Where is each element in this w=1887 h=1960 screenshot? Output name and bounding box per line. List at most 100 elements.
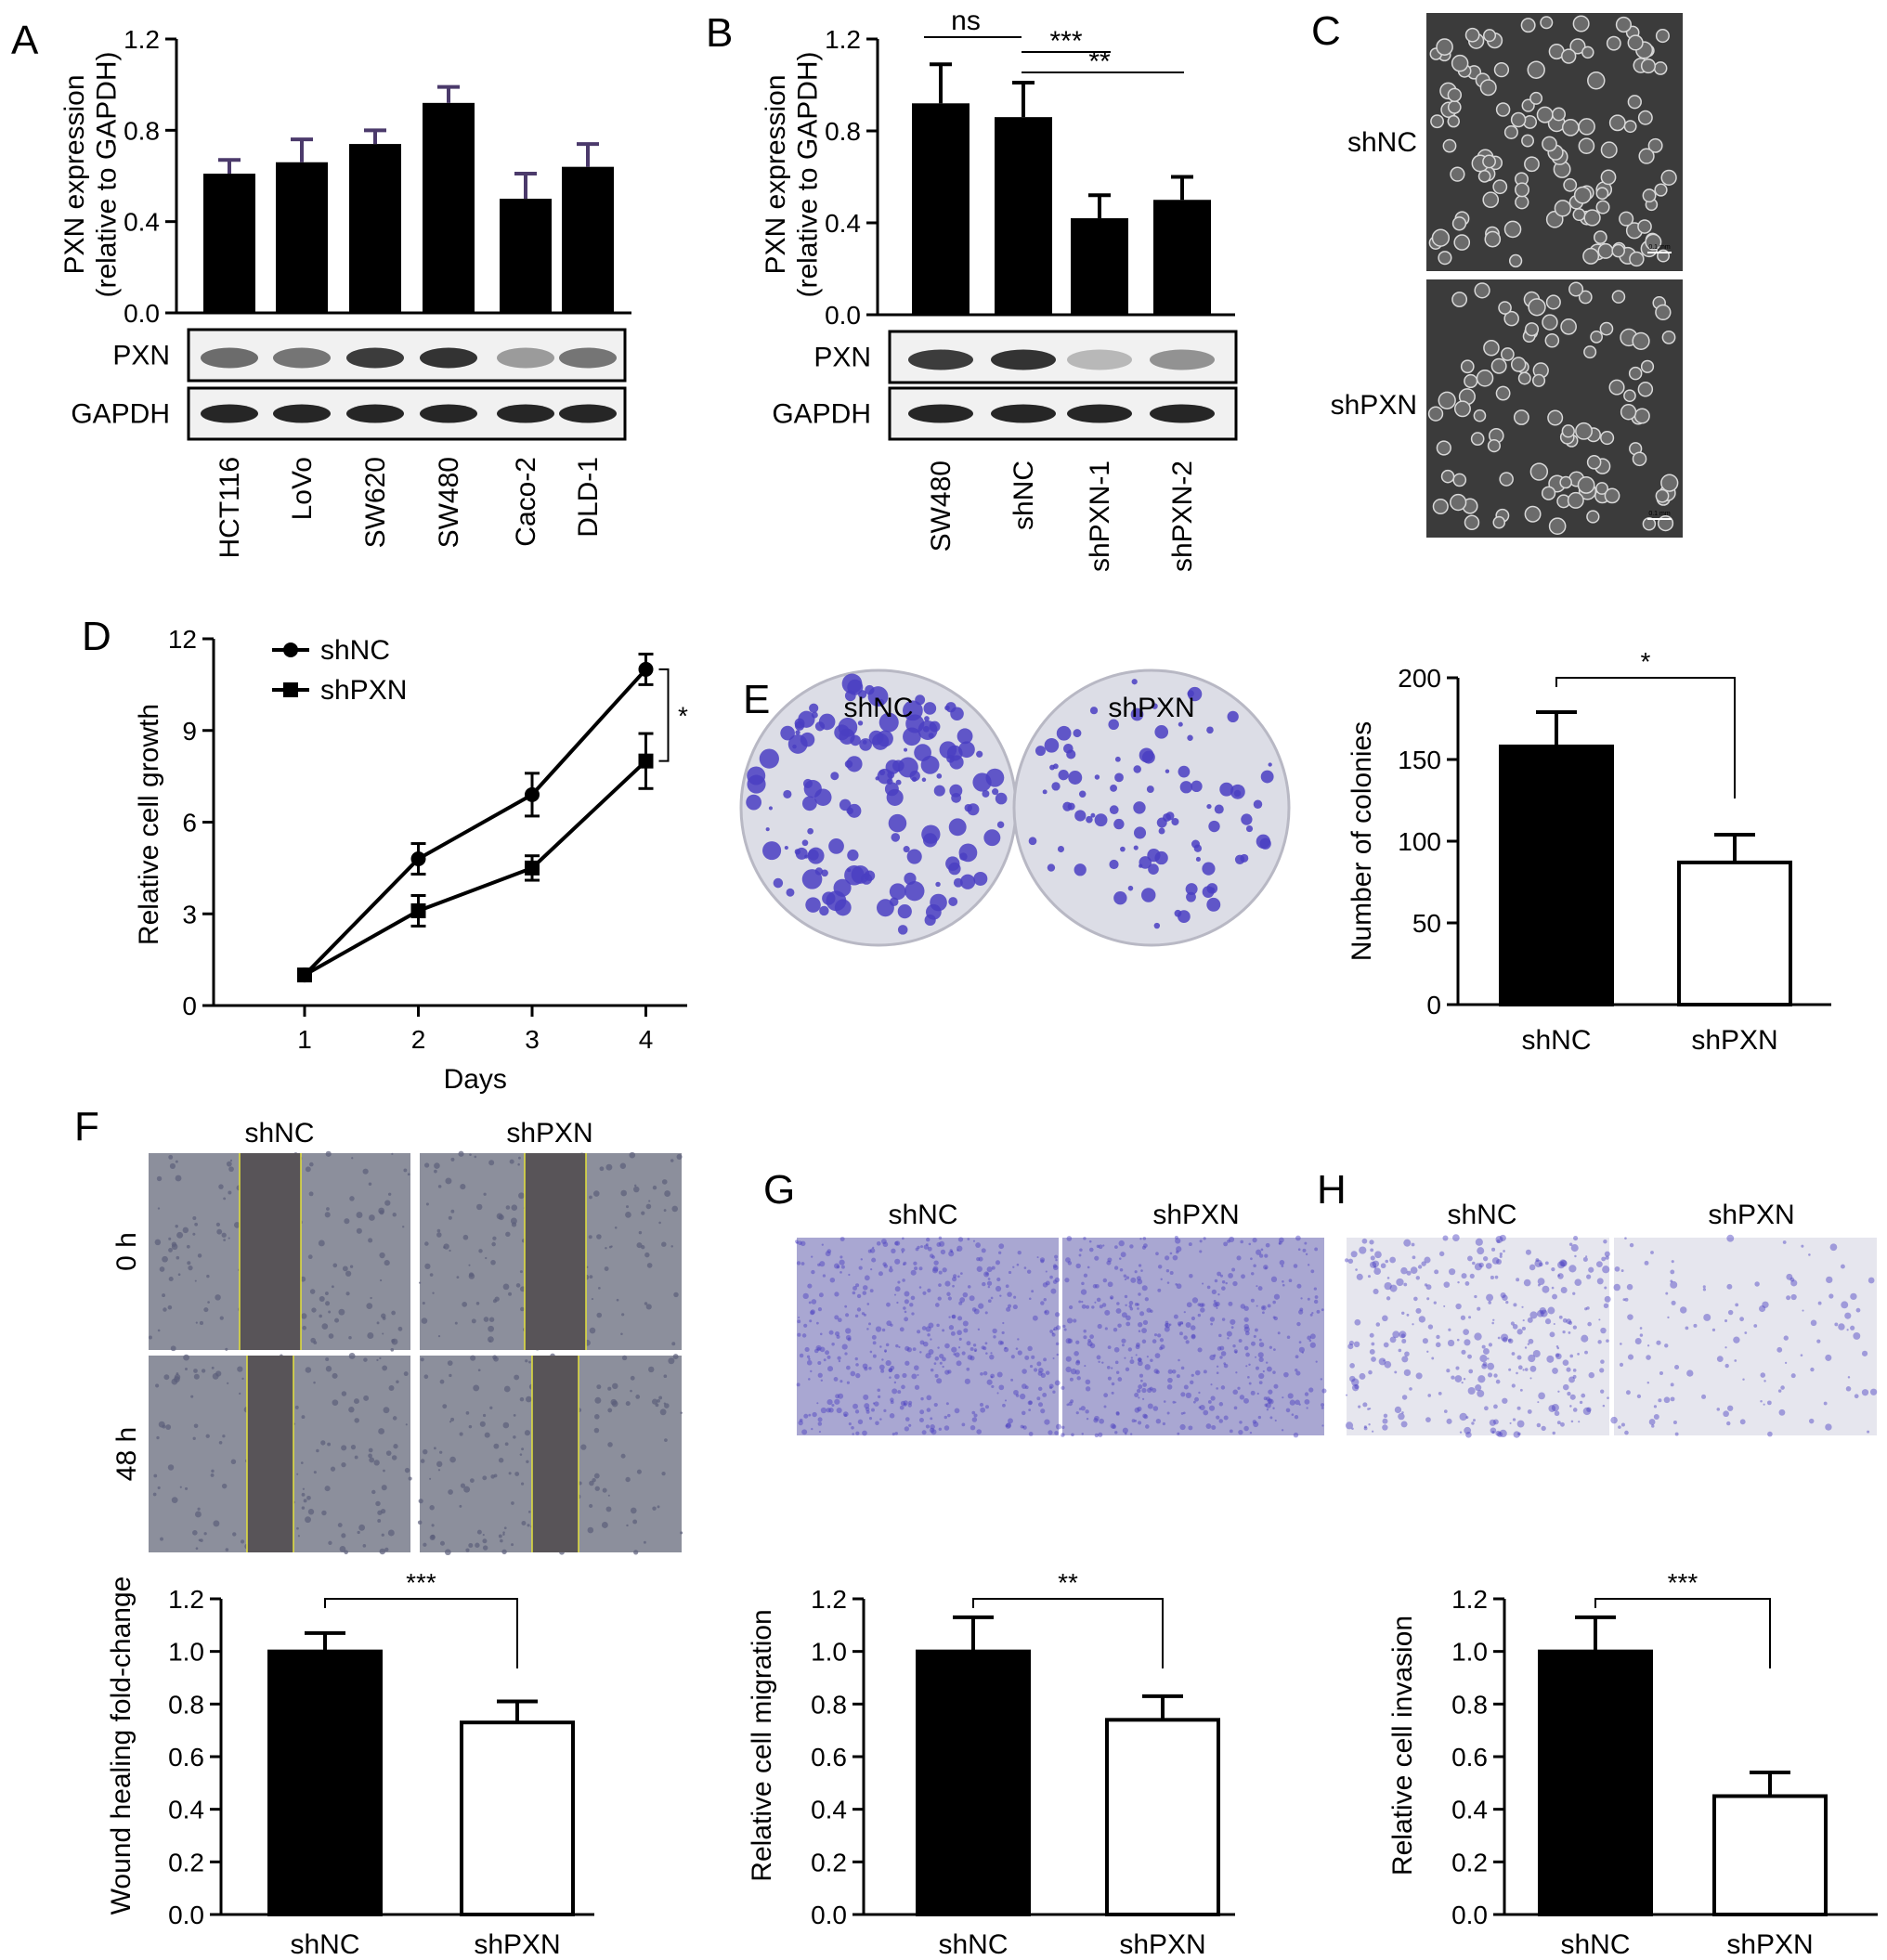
cell-dot bbox=[1406, 1313, 1410, 1317]
cell-dot bbox=[1373, 1267, 1382, 1276]
panel-letter-C: C bbox=[1311, 8, 1341, 54]
y-axis-label: PXN expression(relative to GAPDH) bbox=[59, 51, 123, 297]
cell-dot bbox=[819, 1346, 826, 1353]
cell-dot bbox=[439, 1379, 445, 1384]
cell-dot bbox=[524, 1430, 531, 1436]
cell-dot bbox=[1401, 1338, 1407, 1343]
cell-dot bbox=[1560, 1421, 1565, 1427]
cell-dot bbox=[951, 1346, 957, 1353]
y-tick-label: 150 bbox=[1398, 746, 1441, 774]
cell-dot bbox=[1002, 1403, 1006, 1408]
blot-row-label: GAPDH bbox=[772, 399, 871, 430]
cell-dot bbox=[334, 1317, 340, 1323]
panel-letter-G: G bbox=[763, 1167, 795, 1213]
cell-dot bbox=[1180, 1392, 1186, 1397]
cell-dot bbox=[1010, 1378, 1014, 1382]
cell-dot bbox=[348, 1407, 355, 1413]
cell-dot bbox=[1555, 1344, 1559, 1348]
colony bbox=[935, 881, 941, 888]
x-tick-label: shNC bbox=[938, 1929, 1008, 1960]
cell-dot bbox=[1477, 1389, 1485, 1397]
cell-dot bbox=[301, 1492, 306, 1497]
colony bbox=[1153, 922, 1161, 929]
colony bbox=[1044, 737, 1060, 753]
cell-dot bbox=[1257, 1352, 1264, 1358]
cell-dot bbox=[1169, 1271, 1174, 1276]
cell-dot bbox=[1507, 1338, 1514, 1344]
cell-dot bbox=[1370, 1248, 1374, 1253]
y-tick-label: 0.0 bbox=[1451, 1901, 1488, 1929]
cell-dot bbox=[1152, 1406, 1159, 1411]
colony bbox=[1130, 707, 1144, 721]
cell-dot bbox=[957, 1330, 962, 1336]
cell-dot bbox=[871, 1408, 875, 1412]
cell-dot bbox=[986, 1280, 993, 1286]
cell-dot bbox=[306, 1495, 311, 1500]
cell-dot bbox=[1266, 1396, 1270, 1401]
cell-dot bbox=[1369, 1349, 1375, 1355]
cell-dot bbox=[345, 1292, 350, 1296]
cell-dot bbox=[891, 1248, 896, 1253]
cell bbox=[1450, 493, 1467, 512]
cell-dot bbox=[1627, 1314, 1633, 1320]
cell-dot bbox=[1724, 1319, 1728, 1323]
cell-dot bbox=[1067, 1261, 1073, 1266]
cell-dot bbox=[469, 1153, 472, 1157]
cell-dot bbox=[300, 1461, 304, 1464]
cell-dot bbox=[1627, 1354, 1634, 1360]
cell-dot bbox=[1569, 1394, 1576, 1400]
cell-dot bbox=[381, 1533, 384, 1537]
cell-dot bbox=[1789, 1277, 1795, 1282]
cell-dot bbox=[1855, 1307, 1861, 1313]
cell-dot bbox=[183, 1354, 189, 1361]
cell-dot bbox=[947, 1296, 952, 1301]
cell-dot bbox=[301, 1415, 306, 1420]
cell-dot bbox=[1229, 1236, 1235, 1242]
blot-band bbox=[420, 347, 477, 369]
image-col-label: shNC bbox=[888, 1200, 957, 1230]
cell-dot bbox=[1523, 1279, 1531, 1287]
cell bbox=[1575, 422, 1593, 440]
colony bbox=[1202, 862, 1216, 876]
cell-dot bbox=[979, 1402, 984, 1408]
cell-dot bbox=[1483, 1406, 1489, 1411]
cell-dot bbox=[879, 1418, 882, 1421]
cell-dot bbox=[811, 1255, 813, 1258]
cell-dot bbox=[1232, 1389, 1238, 1395]
cell-dot bbox=[1560, 1260, 1568, 1267]
cell-dot bbox=[456, 1276, 460, 1279]
cell-dot bbox=[826, 1355, 831, 1359]
cell-dot bbox=[1055, 1423, 1061, 1430]
cell bbox=[1498, 301, 1512, 315]
bar-shNC bbox=[1499, 744, 1614, 1006]
cell-dot bbox=[913, 1261, 917, 1266]
cell-dot bbox=[809, 1319, 813, 1323]
cell-dot bbox=[1217, 1271, 1222, 1277]
cell-dot bbox=[1607, 1396, 1609, 1400]
cell-dot bbox=[1258, 1381, 1263, 1384]
cell-dot bbox=[1081, 1300, 1084, 1304]
cell-dot bbox=[626, 1524, 629, 1527]
cell bbox=[1661, 330, 1676, 344]
blot-band bbox=[991, 404, 1056, 423]
cell bbox=[1436, 440, 1451, 456]
cell-dot bbox=[325, 1357, 330, 1362]
cell-dot bbox=[882, 1241, 889, 1248]
cell-dot bbox=[371, 1489, 376, 1495]
cell-dot bbox=[1370, 1255, 1375, 1261]
cell-dot bbox=[1067, 1338, 1074, 1343]
cell-dot bbox=[850, 1370, 856, 1377]
cell-dot bbox=[1137, 1321, 1143, 1328]
colony bbox=[886, 788, 904, 806]
cell-dot bbox=[494, 1296, 500, 1302]
cell-dot bbox=[1267, 1398, 1272, 1404]
cell-dot bbox=[179, 1486, 182, 1488]
cell-dot bbox=[197, 1507, 201, 1511]
cell-dot bbox=[991, 1266, 996, 1270]
cell-dot bbox=[862, 1430, 867, 1436]
cell-dot bbox=[964, 1378, 970, 1384]
cell-dot bbox=[1475, 1238, 1483, 1246]
cell bbox=[1542, 136, 1557, 152]
bar-SW480 bbox=[912, 103, 970, 315]
cell-dot bbox=[1829, 1243, 1838, 1252]
